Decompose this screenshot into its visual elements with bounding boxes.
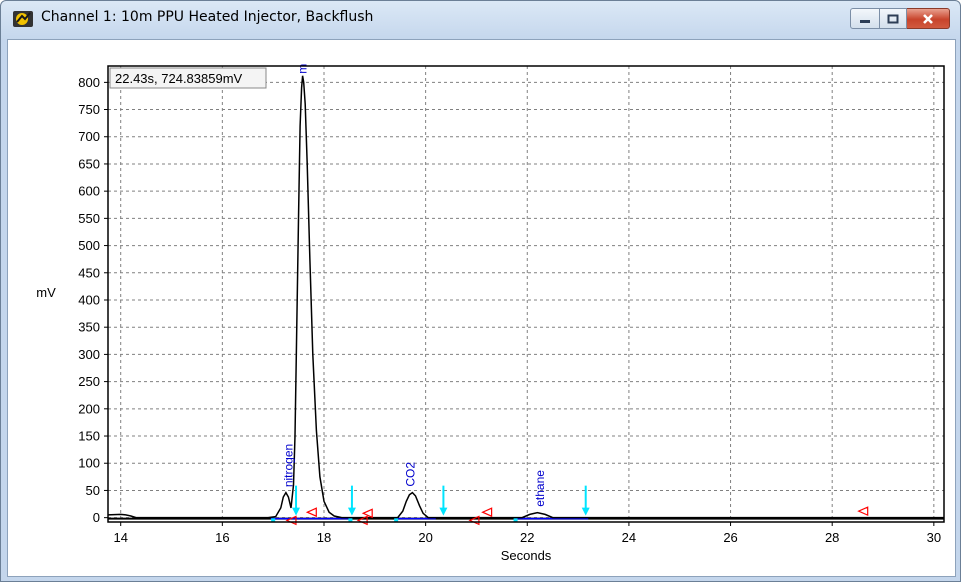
y-tick-label: 450 — [78, 265, 100, 280]
y-axis-label: mV — [36, 285, 56, 300]
peak-marker-icon — [361, 508, 373, 519]
x-tick-label: 20 — [418, 530, 432, 545]
peak-label: ethane — [533, 470, 547, 507]
y-tick-label: 750 — [78, 102, 100, 117]
y-tick-label: 600 — [78, 184, 100, 199]
y-tick-label: 150 — [78, 429, 100, 444]
cursor-readout: 22.43s, 724.83859mV — [115, 71, 243, 86]
y-tick-label: 650 — [78, 156, 100, 171]
event-arrow-icon — [292, 485, 301, 516]
peak-marker-icon — [305, 507, 317, 518]
event-arrow-icon — [581, 485, 590, 516]
chromatogram-trace — [107, 75, 944, 519]
cursor-readout-box — [109, 67, 267, 89]
x-tick-label: 16 — [215, 530, 229, 545]
y-tick-label: 100 — [78, 456, 100, 471]
peak-marker-icon — [857, 506, 869, 517]
minimize-icon — [860, 19, 870, 23]
x-tick-label: 22 — [520, 530, 534, 545]
event-dot-icon — [513, 518, 518, 523]
peak-marker-icon — [481, 507, 493, 518]
title-bar[interactable]: Channel 1: 10m PPU Heated Injector, Back… — [1, 1, 960, 39]
y-tick-label: 550 — [78, 211, 100, 226]
chart-area[interactable]: 14 16 18 20 22 24 26 28 30 0 50 100 150 200 250 300 350 4… — [7, 39, 956, 577]
x-tick-label: 14 — [113, 530, 127, 545]
x-tick-label: 26 — [723, 530, 737, 545]
y-tick-label: 0 — [93, 510, 100, 525]
x-tick-label: 28 — [825, 530, 839, 545]
y-tick-label: 200 — [78, 401, 100, 416]
window-controls — [850, 8, 950, 29]
close-icon — [923, 13, 933, 24]
maximize-button[interactable] — [880, 8, 907, 29]
close-button[interactable] — [907, 8, 950, 29]
x-tick-label: 18 — [317, 530, 331, 545]
y-tick-label: 800 — [78, 75, 100, 90]
x-tick-label: 30 — [927, 530, 941, 545]
y-tick-label: 500 — [78, 238, 100, 253]
maximize-icon — [887, 14, 899, 23]
x-axis-label: Seconds — [501, 548, 552, 563]
y-tick-label: 50 — [86, 483, 100, 498]
minimize-button[interactable] — [850, 8, 880, 29]
y-tick-label: 700 — [78, 129, 100, 144]
y-tick-label: 400 — [78, 292, 100, 307]
event-arrow-icon — [347, 485, 356, 516]
peak-label: nitrogen — [281, 444, 295, 487]
chromatogram-chart[interactable]: 14 16 18 20 22 24 26 28 300501001502002503003504… — [8, 40, 955, 576]
app-icon — [13, 11, 33, 27]
event-dot-icon — [271, 518, 276, 523]
event-dot-icon — [348, 518, 353, 523]
event-dot-icon — [394, 518, 399, 523]
y-tick-label: 300 — [78, 347, 100, 362]
peak-label: m — [296, 64, 310, 74]
plot-frame — [107, 65, 945, 523]
y-tick-label: 350 — [78, 320, 100, 335]
window-title: Channel 1: 10m PPU Heated Injector, Back… — [41, 9, 374, 25]
y-tick-label: 250 — [78, 374, 100, 389]
peak-label: CO2 — [403, 462, 417, 487]
plot-area — [108, 66, 944, 522]
event-arrow-icon — [439, 485, 448, 516]
x-tick-label: 24 — [622, 530, 636, 545]
